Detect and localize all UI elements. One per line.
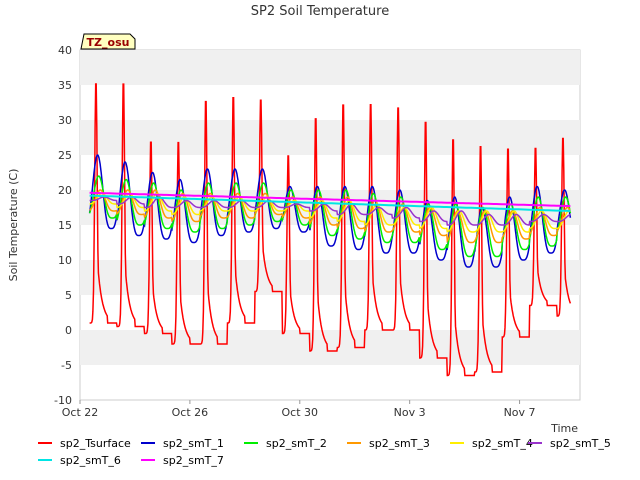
legend-swatch [141, 442, 155, 444]
legend-swatch [244, 442, 258, 444]
y-tick-label: 0 [65, 324, 72, 337]
legend-label: sp2_smT_4 [472, 436, 533, 450]
legend-item-sp2-smT-6: sp2_smT_6 [38, 452, 121, 468]
y-tick-label: 15 [58, 219, 72, 232]
chart-title: SP2 Soil Temperature [251, 4, 389, 19]
legend-label: sp2_smT_6 [60, 453, 121, 467]
series-line-sp2-smT-6 [89, 194, 571, 212]
tz-annotation-box [80, 33, 136, 50]
y-tick-label: 40 [58, 44, 72, 57]
y-axis-ticks: -10 -5 0 5 10 15 20 25 30 35 40 [54, 44, 72, 407]
grid-band [80, 50, 580, 85]
series-line-sp2-smT-5 [89, 196, 571, 226]
legend-item-sp2-smT-5: sp2_smT_5 [528, 435, 611, 451]
legend-swatch [141, 459, 155, 461]
grid-bands [80, 50, 580, 365]
legend-label: sp2_smT_2 [266, 436, 327, 450]
legend: sp2_Tsurface sp2_smT_1 sp2_smT_2 sp2_smT_3 s… [0, 433, 640, 473]
grid-band [80, 260, 580, 295]
x-tick-label: Oct 22 [62, 406, 99, 419]
y-tick-label: 20 [58, 184, 72, 197]
legend-label: sp2_Tsurface [60, 436, 131, 450]
legend-item-sp2-smT-3: sp2_smT_3 [347, 435, 430, 451]
y-tick-label: 10 [58, 254, 72, 267]
series-line-sp2-smT-7 [89, 191, 571, 208]
legend-label: sp2_smT_7 [163, 453, 224, 467]
legend-item-sp2-Tsurface: sp2_Tsurface [38, 435, 131, 451]
x-tick-label: Nov 3 [394, 406, 426, 419]
series-line-sp2-Tsurface [89, 83, 572, 377]
tz-annotation-label: TZ_osu [87, 36, 130, 49]
y-axis-label: Soil Temperature (C) [7, 169, 20, 282]
legend-swatch [38, 459, 52, 461]
series-line-sp2-smT-1 [88, 154, 572, 268]
y-tick-label: 5 [65, 289, 72, 302]
y-tick-label: 25 [58, 149, 72, 162]
x-tick-label: Nov 7 [504, 406, 536, 419]
legend-swatch [528, 442, 542, 444]
y-tick-label: -10 [54, 394, 72, 407]
legend-label: sp2_smT_3 [369, 436, 430, 450]
y-tick-label: -5 [61, 359, 72, 372]
legend-label: sp2_smT_1 [163, 436, 224, 450]
x-axis-ticks: Oct 22 Oct 26 Oct 30 Nov 3 Nov 7 [62, 400, 536, 419]
x-axis-label: Time [550, 422, 578, 435]
legend-swatch [450, 442, 464, 444]
tz-annotation: TZ_osu [80, 33, 136, 50]
series-line-sp2-smT-4 [89, 192, 571, 233]
series-line-sp2-smT-2 [88, 175, 572, 258]
series-lines [88, 83, 572, 377]
legend-item-sp2-smT-7: sp2_smT_7 [141, 452, 224, 468]
legend-swatch [347, 442, 361, 444]
legend-item-sp2-smT-1: sp2_smT_1 [141, 435, 224, 451]
y-tick-label: 30 [58, 114, 72, 127]
x-tick-label: Oct 30 [282, 406, 319, 419]
grid-band [80, 120, 580, 155]
legend-swatch [38, 442, 52, 444]
legend-label: sp2_smT_5 [550, 436, 611, 450]
series-line-sp2-smT-3 [89, 189, 572, 244]
x-tick-label: Oct 26 [172, 406, 209, 419]
legend-item-sp2-smT-4: sp2_smT_4 [450, 435, 533, 451]
legend-item-sp2-smT-2: sp2_smT_2 [244, 435, 327, 451]
y-tick-label: 35 [58, 79, 72, 92]
grid-band [80, 330, 580, 365]
